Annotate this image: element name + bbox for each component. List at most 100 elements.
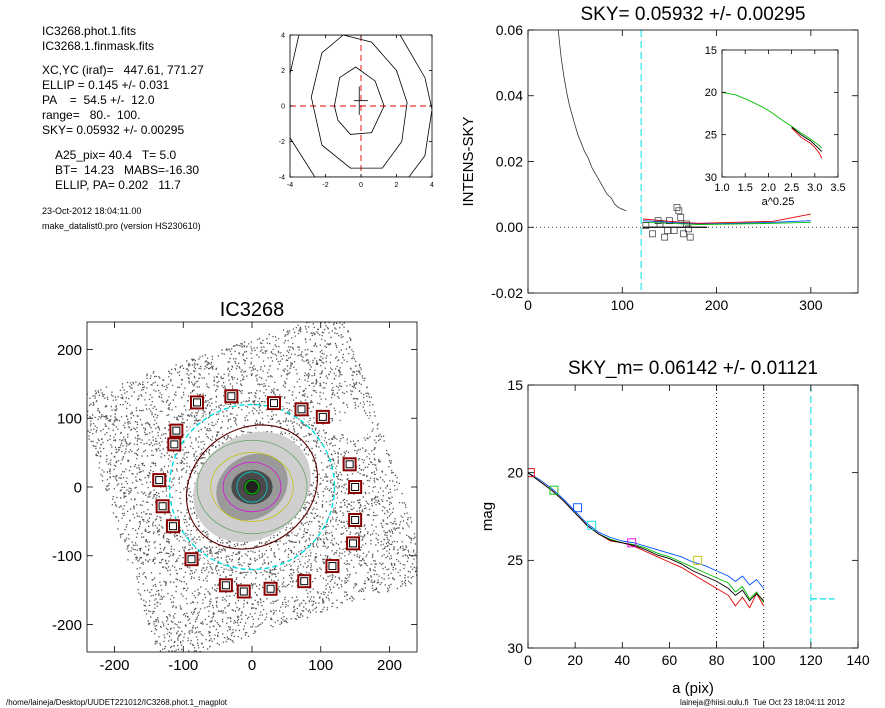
sky-xtick-label: 100 [611,297,635,313]
sky-box-inner [193,398,201,407]
sky-square-marker [677,214,685,221]
sky-square-marker [680,230,687,238]
sky-ytick-label: -0.02 [491,285,523,301]
sky-box-inner [266,584,275,593]
date-label: 23-Oct-2012 18:04:11.00 [42,206,142,216]
sky-square-marker [666,217,673,225]
sky-box [165,519,180,534]
sky-series-line [642,220,811,225]
sky-box-inner [187,555,196,564]
sky-square-marker [684,225,692,233]
galaxy-nucleus [243,478,261,496]
mag-square-marker [549,485,559,495]
contour-plot-area [290,35,432,177]
sky-xtick-label: 0 [524,297,532,313]
contour-ytick-label: 4 [281,32,285,39]
mag-frame [527,384,859,649]
mag-xtick-label: 20 [567,652,583,668]
mag-ytick-label: 25 [507,552,523,568]
pa-label: PA = 54.5 +/- 12.0 [42,93,155,107]
sky-square-marker [683,220,690,228]
sky-ytick-label: 0.02 [496,153,523,169]
mag-ytick-label: 30 [507,640,523,656]
sky-box [297,574,312,589]
sky-ytick-label: 0.00 [496,219,523,235]
xcyc-label: XC,YC (iraf)= 447.61, 771.27 [42,63,204,77]
sky-box-inner [318,412,327,421]
sky-square-marker [649,230,656,238]
inset-xtick-label: 1.5 [738,182,753,194]
sky-xtick-label: 300 [799,297,823,313]
inset-ytick-label: 20 [705,87,717,99]
mag-xtick-label: 120 [799,652,823,668]
sky-box [155,499,170,514]
mag-square-marker [573,503,582,513]
sky-square-marker [654,217,662,225]
sky-square-marker [661,233,669,241]
sky-ring [168,403,336,571]
inset-xtick-label: 3.0 [807,182,822,194]
mag-xtick-label: 140 [846,652,870,668]
sky-box-inner [172,426,181,435]
galaxy-title: IC3268 [220,299,285,321]
contour-xtick-label: 4 [430,182,434,189]
sky-box [267,396,281,411]
sky-square-marker [675,207,683,215]
sky-box [346,536,361,551]
inset-xtick-label: 3.5 [830,182,845,194]
program-label: make_datalist0.pro (version HS230610) [42,221,201,231]
mag-title: SKY_m= 0.06142 +/- 0.01121 [568,358,818,379]
sky-box [167,437,182,452]
sky-title: SKY= 0.05932 +/- 0.00295 [580,4,805,25]
inset-xtick-label: 1.0 [714,182,729,194]
ellip-pa-label: ELLIP, PA= 0.202 11.7 [55,178,181,192]
sky-box [152,473,167,488]
contour-ytick-label: 2 [281,68,285,75]
isophote [236,471,268,503]
profile-line [557,30,627,212]
inset-frame [721,49,839,178]
galaxy-xtick-label: 200 [377,657,402,674]
sky-box-inner [155,476,164,485]
isophote [210,452,294,522]
sky-plot-area [528,30,858,293]
galaxy-ytick-label: 200 [57,342,82,359]
file2-label: IC3268.1.finmask.fits [42,39,155,53]
sky-box-inner [297,405,306,414]
sky-ytick-label: 0.04 [496,88,523,104]
galaxy-xtick-label: -100 [168,657,198,674]
mag-plot-area [528,385,835,648]
sky-label: SKY= 0.05932 +/- 0.00295 [42,123,185,137]
sky-box [224,389,239,404]
a25-label: A25_pix= 40.4 T= 5.0 [55,148,177,162]
sky-box-inner [270,399,278,408]
sky-box-inner [300,577,309,586]
contour-line [310,35,408,169]
inset-xtick-label: 2.5 [784,182,799,194]
contour-ytick-label: -2 [279,139,285,146]
mag-ytick-label: 20 [507,465,523,481]
sky-box [263,581,278,596]
sky-box-inner [345,460,354,469]
sky-xtick-label: 200 [705,297,729,313]
sky-box [315,409,330,424]
inset-red-line [791,127,823,159]
mag-square-marker [693,555,703,565]
sky-box-inner [170,440,179,449]
contour-line [334,66,385,135]
mag-xtick-label: 100 [752,652,776,668]
sky-box [218,578,233,593]
bt-label: BT= 14.23 MABS=-16.30 [55,163,200,177]
sky-ring-outer [165,400,339,574]
sky-box [190,395,204,410]
mag-ylabel: mag [479,502,496,531]
isophote [222,461,282,513]
sky-box [169,423,184,438]
galaxy-ytick-label: 100 [57,411,82,428]
mag-square-marker [587,520,597,530]
sky-box-inner [227,392,236,401]
galaxy-ytick-label: 0 [74,479,82,496]
contour-xtick-label: 0 [359,182,363,189]
